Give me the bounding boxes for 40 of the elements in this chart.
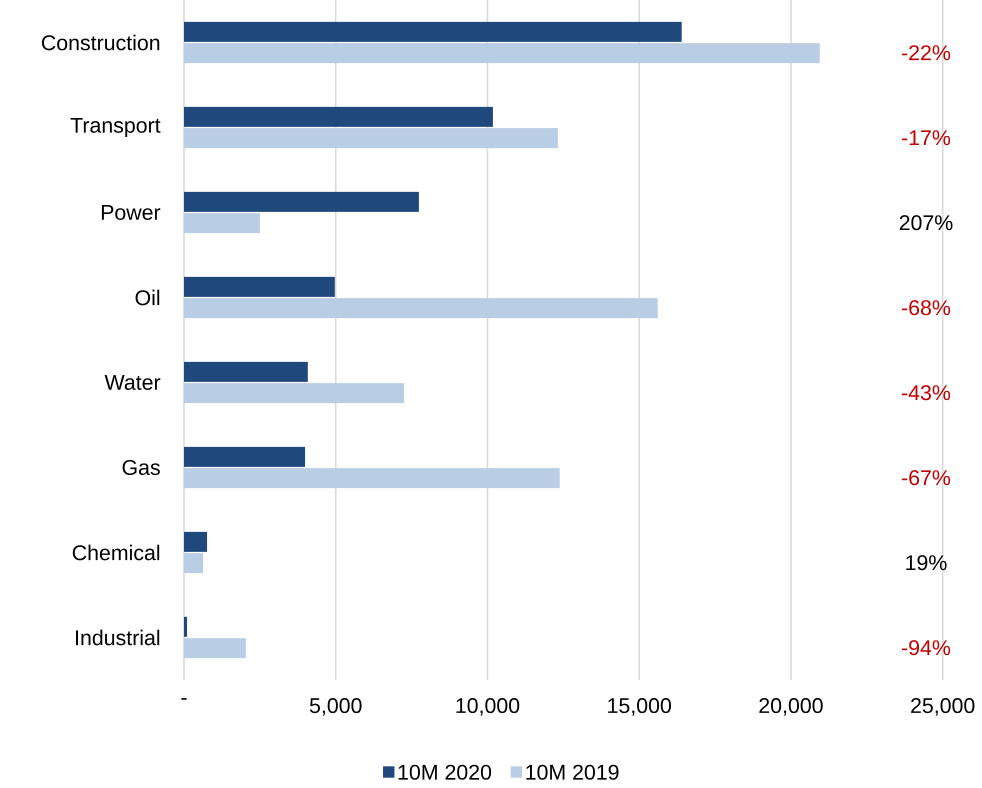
- legend-label: 10M 2019: [526, 764, 619, 780]
- x-tick-label: -: [181, 698, 187, 700]
- x-tick-label: 25,000: [911, 698, 974, 716]
- y-tick-label: Industrial: [76, 630, 160, 646]
- bar: [184, 192, 419, 212]
- bar: [184, 106, 493, 127]
- y-tick-label: Construction: [42, 34, 160, 50]
- y-tick-label: Transport: [70, 118, 160, 138]
- x-tick-label: 5,000: [310, 698, 362, 716]
- bar: [184, 213, 260, 234]
- annotation: -68%: [902, 300, 950, 316]
- legend-label: 10M 2020: [398, 764, 492, 780]
- annotation: 207%: [900, 215, 952, 230]
- bar: [184, 532, 208, 552]
- x-tick-label: 20,000: [759, 698, 823, 716]
- annotation: -43%: [902, 385, 950, 400]
- annotation: 19%: [906, 555, 947, 570]
- bar: [184, 298, 658, 318]
- annotation: -22%: [902, 45, 950, 60]
- annotation: -17%: [902, 130, 950, 146]
- y-tick-label: Power: [102, 205, 160, 220]
- y-tick-label: Chemical: [72, 544, 160, 560]
- y-tick-label: Oil: [136, 290, 160, 306]
- y-tick-label: Gas: [122, 460, 160, 476]
- bar: [184, 22, 682, 42]
- x-tick-label: 10,000: [456, 698, 520, 716]
- bar: [184, 276, 335, 297]
- bar: [184, 638, 246, 658]
- bar: [184, 362, 308, 382]
- y-tick-label: Water: [104, 375, 160, 390]
- bar: [184, 43, 820, 64]
- bar: [184, 468, 560, 488]
- annotation: -67%: [902, 470, 950, 486]
- bar: [184, 553, 204, 574]
- bar: [184, 616, 188, 637]
- x-tick-label: 15,000: [608, 698, 671, 716]
- annotation: -94%: [902, 640, 950, 656]
- bar: [184, 128, 558, 148]
- bar: [184, 383, 404, 404]
- bar: [184, 446, 306, 467]
